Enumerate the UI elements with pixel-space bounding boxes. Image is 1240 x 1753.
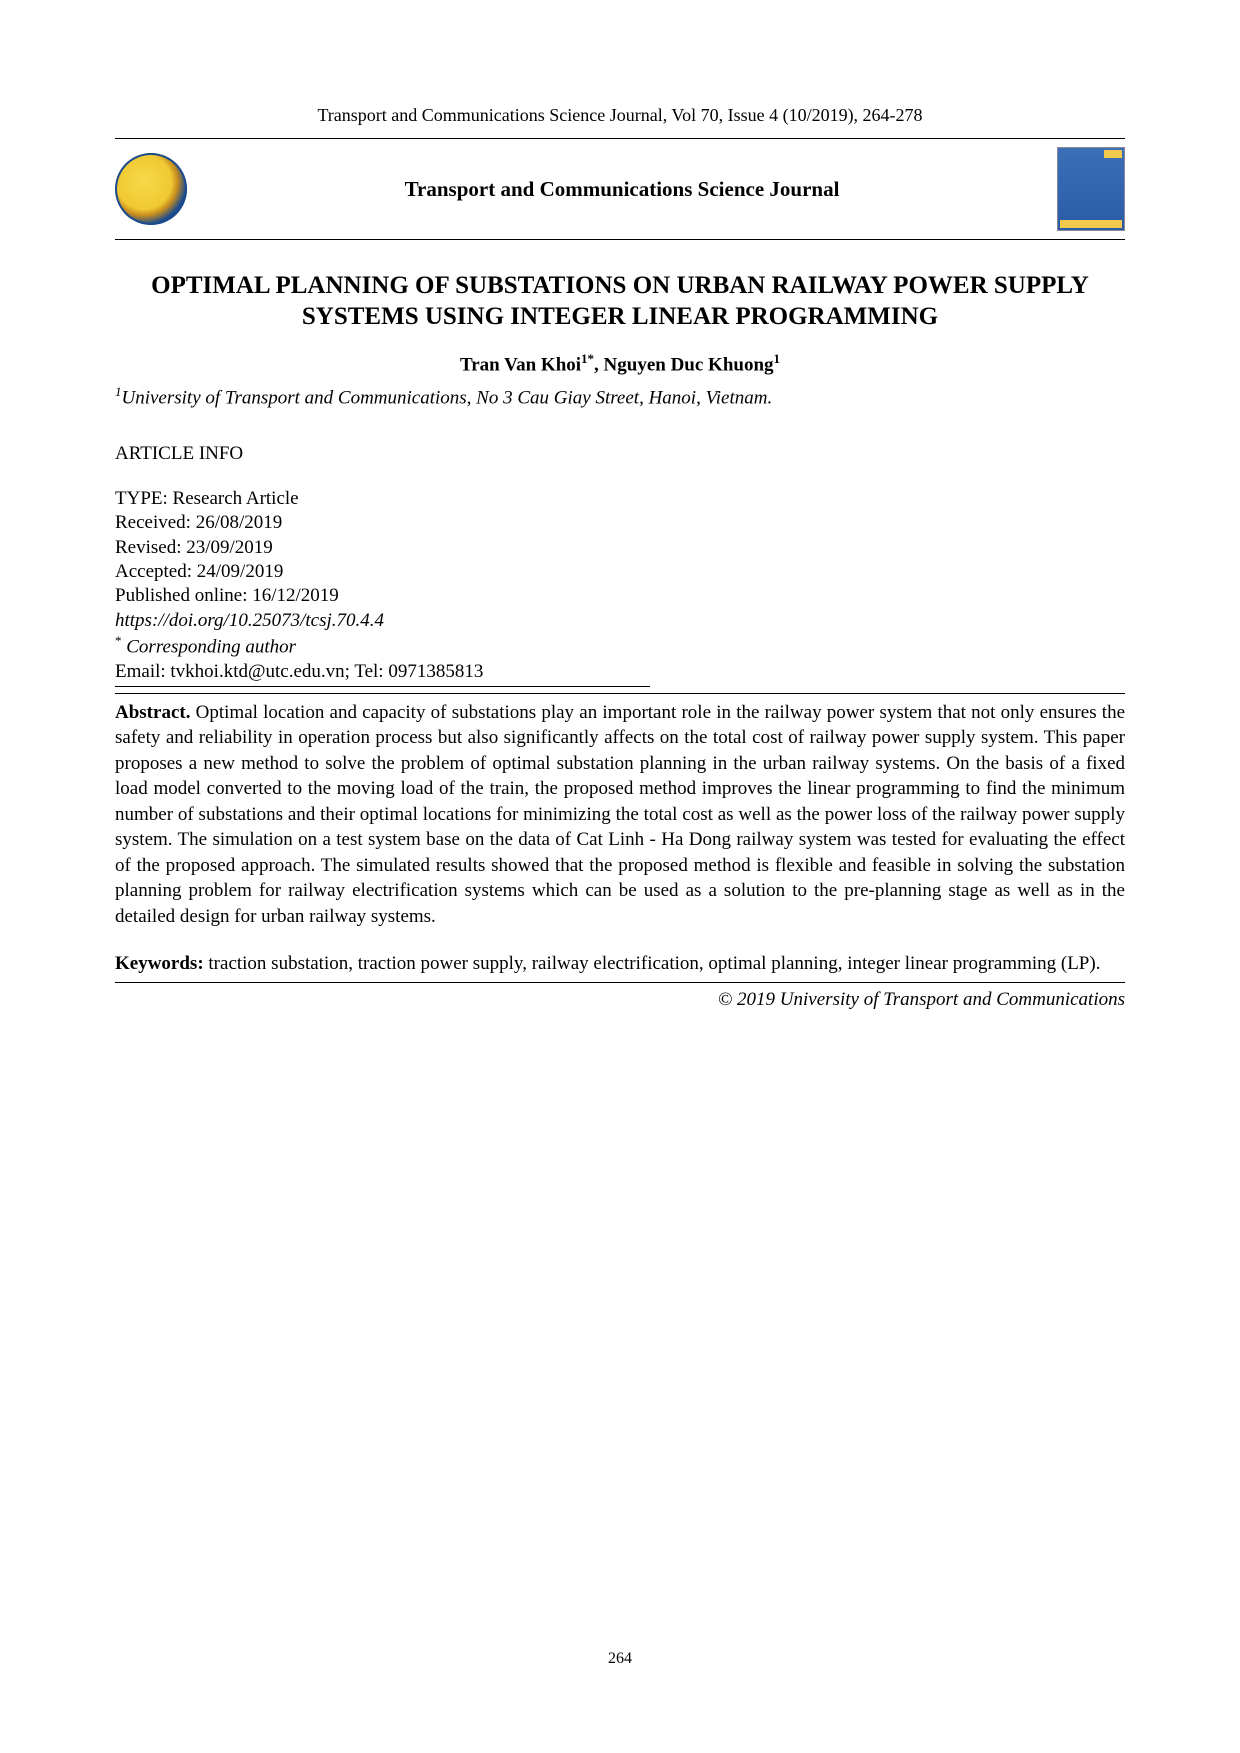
journal-banner: Transport and Communications Science Jou… bbox=[115, 138, 1125, 240]
author-1: Tran Van Khoi bbox=[460, 354, 581, 375]
copyright: © 2019 University of Transport and Commu… bbox=[115, 989, 1125, 1011]
page-number: 264 bbox=[0, 1650, 1240, 1668]
keywords-text: traction substation, traction power supp… bbox=[204, 953, 1101, 974]
abstract: Abstract. Optimal location and capacity … bbox=[115, 693, 1125, 929]
affiliation-text: University of Transport and Communicatio… bbox=[122, 387, 773, 408]
info-contact: Email: tvkhoi.ktd@utc.edu.vn; Tel: 09713… bbox=[115, 660, 650, 684]
university-seal-icon bbox=[115, 153, 187, 225]
info-revised: Revised: 23/09/2019 bbox=[115, 536, 650, 560]
journal-name: Transport and Communications Science Jou… bbox=[187, 177, 1057, 202]
affiliation: 1University of Transport and Communicati… bbox=[115, 384, 1125, 409]
author-sep: , bbox=[594, 354, 604, 375]
abstract-text: Optimal location and capacity of substat… bbox=[115, 702, 1125, 927]
info-type: TYPE: Research Article bbox=[115, 487, 650, 511]
page-header: Transport and Communications Science Jou… bbox=[115, 105, 1125, 126]
info-corresponding: * Corresponding author bbox=[115, 633, 650, 660]
article-title: OPTIMAL PLANNING OF SUBSTATIONS ON URBAN… bbox=[115, 270, 1125, 333]
info-published: Published online: 16/12/2019 bbox=[115, 584, 650, 608]
article-info-heading: ARTICLE INFO bbox=[115, 443, 1125, 465]
info-accepted: Accepted: 24/09/2019 bbox=[115, 560, 650, 584]
keywords-label: Keywords: bbox=[115, 953, 204, 974]
corresponding-text: Corresponding author bbox=[122, 636, 297, 657]
journal-cover-icon bbox=[1057, 147, 1125, 231]
author-2: Nguyen Duc Khuong bbox=[604, 354, 774, 375]
keywords: Keywords: traction substation, traction … bbox=[115, 951, 1125, 983]
info-doi: https://doi.org/10.25073/tcsj.70.4.4 bbox=[115, 609, 650, 633]
authors: Tran Van Khoi1*, Nguyen Duc Khuong1 bbox=[115, 351, 1125, 376]
article-info-block: TYPE: Research Article Received: 26/08/2… bbox=[115, 487, 650, 687]
author-1-sup: 1* bbox=[581, 351, 594, 366]
author-2-sup: 1 bbox=[774, 351, 781, 366]
info-received: Received: 26/08/2019 bbox=[115, 511, 650, 535]
abstract-label: Abstract. bbox=[115, 702, 190, 723]
